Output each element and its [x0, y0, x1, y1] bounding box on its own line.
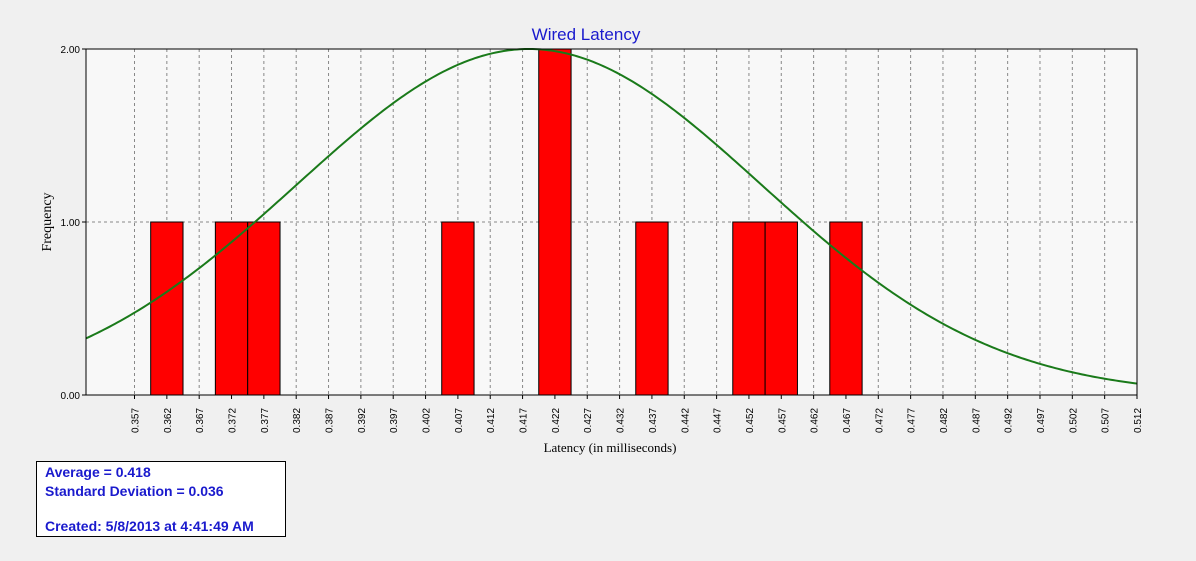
x-tick-label: 0.452 [745, 408, 756, 433]
x-tick-label: 0.362 [163, 408, 174, 433]
histogram-bar [538, 48, 572, 396]
x-tick-label: 0.507 [1101, 408, 1112, 433]
x-axis-label: Latency (in milliseconds) [544, 440, 677, 455]
x-tick-label: 0.402 [422, 408, 433, 433]
histogram-bar [732, 221, 766, 396]
x-tick-label: 0.417 [519, 408, 530, 433]
x-tick-label: 0.472 [874, 408, 885, 433]
x-tick-label: 0.467 [842, 408, 853, 433]
x-tick-label: 0.357 [131, 408, 142, 433]
x-tick-label: 0.442 [680, 408, 691, 433]
x-tick-label: 0.502 [1068, 408, 1079, 433]
histogram-bar [441, 221, 475, 396]
x-tick-label: 0.462 [810, 408, 821, 433]
histogram-bar [150, 221, 184, 396]
x-tick-label: 0.457 [777, 408, 788, 433]
x-tick-label: 0.377 [260, 408, 271, 433]
created-text: Created: 5/8/2013 at 4:41:49 AM [45, 518, 254, 534]
x-tick-label: 0.412 [486, 408, 497, 433]
x-tick-label: 0.387 [325, 408, 336, 433]
statistics-box: Average = 0.418 Standard Deviation = 0.0… [36, 461, 286, 537]
x-tick-label: 0.512 [1133, 408, 1144, 433]
x-tick-label: 0.367 [195, 408, 206, 433]
x-tick-label: 0.407 [454, 408, 465, 433]
x-tick-label: 0.432 [616, 408, 627, 433]
x-tick-label: 0.422 [551, 408, 562, 433]
x-tick-label: 0.372 [228, 408, 239, 433]
histogram-bar [829, 221, 863, 396]
y-tick-label: 2.00 [61, 45, 81, 56]
x-tick-label: 0.437 [648, 408, 659, 433]
chart-title: Wired Latency [532, 25, 641, 44]
x-tick-label: 0.492 [1004, 408, 1015, 433]
x-tick-label: 0.497 [1036, 408, 1047, 433]
histogram-bar [635, 221, 669, 396]
x-tick-label: 0.382 [292, 408, 303, 433]
x-tick-label: 0.447 [713, 408, 724, 433]
y-tick-label: 0.00 [61, 391, 81, 402]
x-tick-label: 0.427 [583, 408, 594, 433]
x-tick-label: 0.487 [971, 408, 982, 433]
histogram-bar [214, 221, 249, 396]
x-tick-label: 0.477 [907, 408, 918, 433]
y-tick-label: 1.00 [61, 218, 81, 229]
normal-curve [85, 47, 1138, 385]
average-text: Average = 0.418 [45, 464, 151, 480]
x-tick-label: 0.482 [939, 408, 950, 433]
x-tick-label: 0.397 [389, 408, 400, 433]
x-tick-label: 0.392 [357, 408, 368, 433]
plot-frame [85, 48, 1138, 396]
histogram-bar [764, 221, 798, 396]
std-dev-text: Standard Deviation = 0.036 [45, 483, 224, 499]
histogram-bar [247, 221, 281, 396]
y-axis-label: Frequency [40, 192, 55, 251]
